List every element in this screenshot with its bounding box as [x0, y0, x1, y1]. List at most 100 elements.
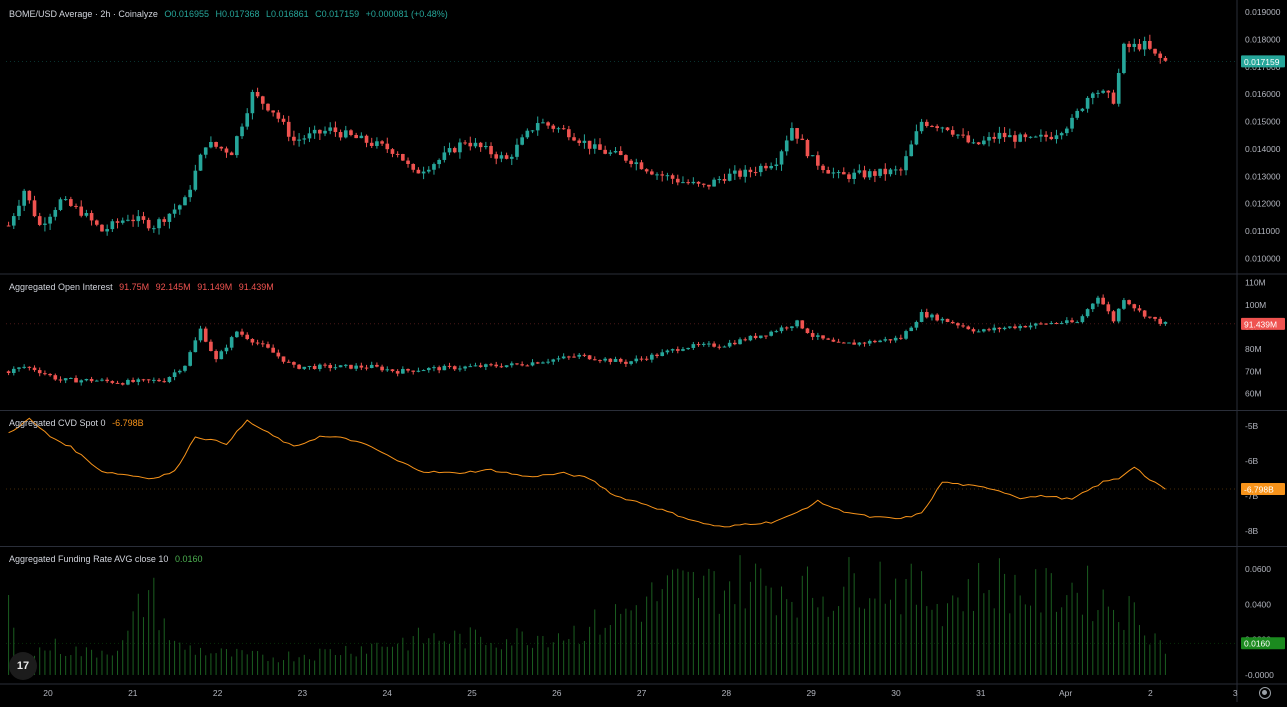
- funding-bar: [630, 610, 632, 675]
- oi-legend-high: 92.145M: [155, 282, 191, 292]
- candle-body: [577, 354, 582, 357]
- candle-body: [862, 342, 867, 344]
- cvd-legend-label[interactable]: Aggregated CVD Spot 0: [9, 418, 106, 428]
- funding-bar: [723, 590, 725, 675]
- candle-body: [297, 364, 301, 369]
- candle-body: [1018, 134, 1022, 142]
- candle-body: [878, 168, 882, 176]
- candle-body: [447, 365, 452, 367]
- funding-bar: [148, 590, 150, 675]
- funding-bar: [1092, 621, 1094, 675]
- funding-bar: [407, 650, 409, 675]
- candle-body: [665, 350, 670, 353]
- funding-bar: [168, 640, 170, 675]
- candle-body: [784, 140, 789, 152]
- candle-body: [281, 118, 286, 122]
- candle-body: [105, 229, 109, 232]
- oi-legend-label[interactable]: Aggregated Open Interest: [9, 282, 113, 292]
- last-value-tag: [1241, 55, 1285, 68]
- candle-body: [655, 174, 659, 176]
- funding-bar: [163, 618, 165, 675]
- funding-bar: [936, 603, 938, 675]
- candle-body: [1039, 134, 1043, 137]
- candle-body: [17, 205, 21, 217]
- funding-bar: [490, 643, 492, 675]
- candle-body: [452, 148, 457, 153]
- candle-body: [390, 369, 395, 372]
- axis-tick-label: 0.019000: [1245, 7, 1281, 17]
- candle-body: [639, 358, 644, 360]
- funding-bar: [200, 647, 202, 675]
- candle-body: [504, 365, 509, 368]
- candle-body: [79, 206, 84, 216]
- candle-body: [1044, 134, 1048, 137]
- candle-body: [515, 144, 519, 157]
- funding-bar: [355, 656, 357, 675]
- funding-bar: [132, 611, 134, 675]
- funding-legend-label[interactable]: Aggregated Funding Rate AVG close 10: [9, 554, 169, 564]
- candle-body: [644, 358, 649, 360]
- candle-body: [670, 175, 675, 179]
- candle-body: [1132, 304, 1137, 309]
- candle-body: [530, 362, 535, 366]
- candle-body: [1054, 135, 1059, 140]
- candle-body: [764, 165, 768, 169]
- candle-body: [1090, 93, 1095, 98]
- candle-body: [354, 365, 358, 369]
- candle-body: [209, 341, 213, 352]
- candle-body: [1007, 326, 1012, 328]
- candle-body: [478, 142, 483, 148]
- candle-body: [110, 221, 115, 230]
- time-axis-label: 23: [298, 688, 308, 698]
- candle-body: [805, 328, 810, 334]
- candle-body: [1142, 310, 1147, 317]
- candle-body: [126, 379, 130, 385]
- funding-bar: [231, 656, 233, 675]
- funding-bar: [739, 555, 741, 675]
- funding-bar: [91, 649, 93, 675]
- candle-body: [639, 162, 644, 170]
- candle-body: [1122, 300, 1126, 309]
- funding-bar: [604, 627, 606, 675]
- candle-body: [1002, 132, 1007, 138]
- candle-body: [551, 125, 556, 129]
- funding-bar: [1040, 612, 1042, 675]
- funding-bar: [423, 643, 425, 675]
- funding-bar: [568, 639, 570, 675]
- candle-body: [437, 367, 441, 371]
- candle-body: [1132, 43, 1137, 47]
- candle-body: [847, 174, 851, 179]
- candle-body: [1148, 40, 1152, 49]
- candle-body: [1096, 297, 1100, 304]
- funding-bar: [334, 655, 336, 675]
- candle-body: [380, 366, 384, 371]
- candle-body: [1116, 308, 1121, 322]
- funding-bar: [459, 633, 461, 675]
- candle-body: [177, 370, 182, 373]
- candle-body: [198, 328, 203, 341]
- funding-bar: [298, 657, 300, 675]
- tradingview-logo[interactable]: 17: [9, 652, 37, 680]
- symbol-title[interactable]: BOME/USD Average · 2h · Coinalyze: [9, 9, 158, 19]
- time-axis-label: 25: [467, 688, 477, 698]
- funding-bar: [521, 631, 523, 675]
- candle-body: [675, 178, 680, 183]
- candle-body: [712, 179, 716, 187]
- candle-body: [1127, 43, 1131, 47]
- time-axis-label: 28: [722, 688, 732, 698]
- candle-body: [504, 155, 509, 159]
- funding-bar: [1087, 565, 1089, 675]
- cvd-legend: Aggregated CVD Spot 0 -6.798B: [9, 417, 148, 429]
- candle-body: [286, 121, 291, 137]
- candle-body: [115, 382, 120, 384]
- funding-bar: [1144, 635, 1146, 675]
- time-axis-label: 3: [1233, 688, 1238, 698]
- axis-tick-label: 0.016000: [1245, 89, 1281, 99]
- candle-body: [214, 142, 218, 147]
- candle-body: [167, 377, 172, 383]
- candle-body: [899, 337, 903, 339]
- gear-icon[interactable]: [1259, 687, 1271, 699]
- funding-bar: [366, 653, 368, 675]
